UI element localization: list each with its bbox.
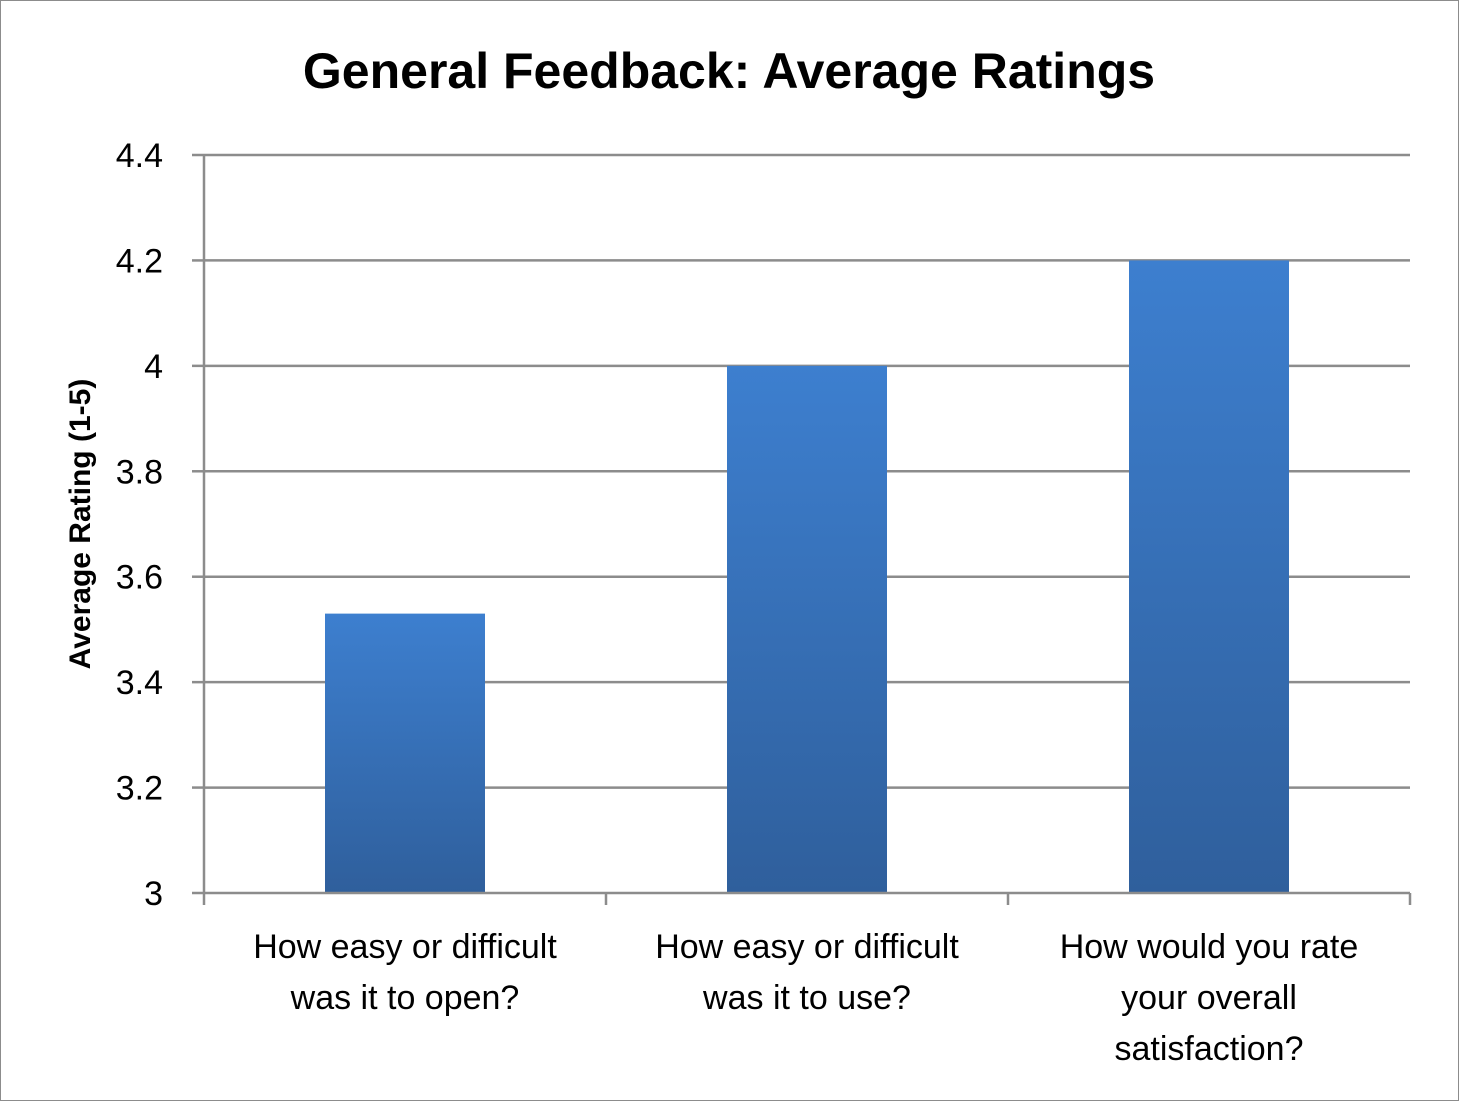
y-tick-label: 3.8 xyxy=(116,453,163,491)
x-category-label: How easy or difficult was it to open? xyxy=(253,928,557,1017)
y-tick-label: 3 xyxy=(144,875,163,913)
x-category-labels: How easy or difficult was it to open? How … xyxy=(253,928,1358,1068)
y-tick-label: 3.6 xyxy=(116,559,163,597)
y-tick-label: 3.2 xyxy=(116,770,163,808)
y-tick-label: 4 xyxy=(144,348,163,386)
x-category-label: How would you rate your overall satisfacti… xyxy=(1060,928,1359,1068)
bar xyxy=(1129,260,1289,893)
y-tick-label: 4.4 xyxy=(116,137,163,175)
x-category-label: How easy or difficult was it to use? xyxy=(655,928,959,1017)
bar xyxy=(727,365,887,893)
bar xyxy=(325,613,485,893)
chart-title: General Feedback: Average Ratings xyxy=(303,43,1155,99)
y-tick-label: 4.2 xyxy=(116,242,163,280)
y-axis-label: Average Rating (1-5) xyxy=(64,379,97,670)
y-tick-label: 3.4 xyxy=(116,664,163,702)
y-tick-labels: 3 3.2 3.4 3.6 3.8 4 4.2 4.4 xyxy=(116,137,163,913)
axes xyxy=(192,153,1412,905)
bars xyxy=(325,260,1289,893)
